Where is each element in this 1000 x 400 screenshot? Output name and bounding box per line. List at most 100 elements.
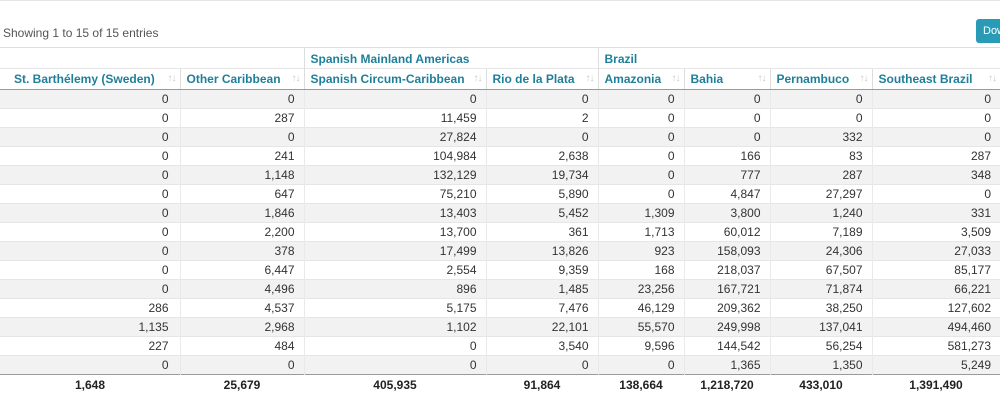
- column-header-pernambuco[interactable]: Pernambuco ↑↓: [769, 68, 872, 90]
- column-header-southeast-brazil[interactable]: Southeast Brazil ↑↓: [871, 68, 1000, 90]
- table-cell: 46,129: [597, 298, 684, 318]
- sort-arrows-icon[interactable]: ↑↓: [859, 73, 869, 84]
- table-row: 0 0 0 0 0 1,365 1,350 5,249: [0, 355, 1000, 375]
- table-cell: 0: [871, 184, 1000, 204]
- table-cell: 5,249: [871, 355, 1000, 375]
- table-cell: 168: [597, 260, 684, 280]
- table-cell: 0: [597, 184, 684, 204]
- table-row: 227 484 0 3,540 9,596 144,542 56,254 581,273: [0, 336, 1000, 356]
- group-header-row: Spanish Mainland Americas Brazil: [0, 47, 1000, 69]
- sort-arrows-icon[interactable]: ↑↓: [167, 73, 177, 84]
- sort-arrows-icon[interactable]: ↑↓: [585, 73, 595, 84]
- table-cell: 777: [683, 165, 770, 185]
- column-header-spanish-circum-caribbean[interactable]: Spanish Circum-Caribbean ↑↓: [303, 68, 486, 90]
- table-row: 0 0 27,824 0 0 0 332 0: [0, 127, 1000, 147]
- table-cell: 67,507: [769, 260, 872, 280]
- table-cell: 0: [0, 127, 180, 147]
- column-header-amazonia[interactable]: Amazonia ↑↓: [597, 68, 684, 90]
- table-cell: 56,254: [769, 336, 872, 356]
- column-header-st-barthelemy[interactable]: St. Barthélemy (Sweden) ↑↓: [0, 68, 180, 90]
- table-cell: 0: [0, 355, 180, 375]
- table-cell: 0: [683, 108, 770, 128]
- group-header-brazil: Brazil: [597, 47, 1000, 69]
- table-cell: 286: [0, 298, 180, 318]
- table-cell: 923: [597, 241, 684, 261]
- table-cell: 137,041: [769, 317, 872, 337]
- table-cell: 0: [683, 127, 770, 147]
- table-cell: 249,998: [683, 317, 770, 337]
- table-cell: 2,968: [179, 317, 304, 337]
- table-cell: 0: [683, 89, 770, 109]
- table-cell: 9,359: [485, 260, 598, 280]
- table-cell: 1,365: [683, 355, 770, 375]
- data-table: Spanish Mainland Americas Brazil St. Bar…: [0, 47, 1000, 395]
- table-info: Showing 1 to 15 of 15 entries: [3, 26, 159, 40]
- table-cell: 1,350: [769, 355, 872, 375]
- table-cell: 331: [871, 203, 1000, 223]
- table-cell: 5,175: [303, 298, 486, 318]
- table-cell: 144,542: [683, 336, 770, 356]
- table-cell: 0: [0, 89, 180, 109]
- sort-arrows-icon[interactable]: ↑↓: [988, 73, 997, 84]
- table-cell: 241: [179, 146, 304, 166]
- table-row: 286 4,537 5,175 7,476 46,129 209,362 38,250 127…: [0, 298, 1000, 318]
- table-row: 0 287 11,459 2 0 0 0 0: [0, 108, 1000, 128]
- table-cell: 0: [0, 241, 180, 261]
- table-cell: 0: [0, 184, 180, 204]
- table-cell: 0: [597, 146, 684, 166]
- table-cell: 2,638: [485, 146, 598, 166]
- table-cell: 209,362: [683, 298, 770, 318]
- table-cell: 1,240: [769, 203, 872, 223]
- table-cell: 0: [179, 89, 304, 109]
- table-cell: 13,700: [303, 222, 486, 242]
- table-cell: 0: [0, 146, 180, 166]
- table-cell: 0: [0, 203, 180, 223]
- top-divider: [0, 0, 1000, 1]
- total-cell: 1,391,490: [872, 374, 1000, 395]
- group-header-spanish-mainland: Spanish Mainland Americas: [303, 47, 598, 69]
- total-cell: 1,648: [0, 374, 180, 395]
- table-cell: 1,485: [485, 279, 598, 299]
- column-header-rio-de-la-plata[interactable]: Rio de la Plata ↑↓: [485, 68, 598, 90]
- total-cell: 25,679: [180, 374, 304, 395]
- table-row: 0 647 75,210 5,890 0 4,847 27,297 0: [0, 184, 1000, 204]
- column-header-label: Southeast Brazil: [878, 72, 973, 86]
- sort-arrows-icon[interactable]: ↑↓: [757, 73, 767, 84]
- table-cell: 0: [303, 336, 486, 356]
- table-row: 0 1,148 132,129 19,734 0 777 287 348: [0, 165, 1000, 185]
- column-header-bahia[interactable]: Bahia ↑↓: [683, 68, 770, 90]
- table-cell: 0: [303, 89, 486, 109]
- table-cell: 19,734: [485, 165, 598, 185]
- table-cell: 3,800: [683, 203, 770, 223]
- data-table-container: Spanish Mainland Americas Brazil St. Bar…: [0, 47, 1000, 400]
- download-button[interactable]: Download: [976, 19, 1000, 43]
- table-cell: 0: [597, 127, 684, 147]
- table-cell: 7,476: [485, 298, 598, 318]
- column-header-label: Rio de la Plata: [492, 72, 575, 86]
- table-cell: 0: [597, 355, 684, 375]
- table-cell: 494,460: [871, 317, 1000, 337]
- table-cell: 85,177: [871, 260, 1000, 280]
- table-cell: 0: [769, 108, 872, 128]
- total-cell: 405,935: [304, 374, 486, 395]
- table-cell: 0: [871, 127, 1000, 147]
- table-cell: 27,824: [303, 127, 486, 147]
- table-row: 1,135 2,968 1,102 22,101 55,570 249,998 137,04…: [0, 317, 1000, 337]
- sort-arrows-icon[interactable]: ↑↓: [473, 73, 483, 84]
- table-cell: 9,596: [597, 336, 684, 356]
- table-cell: 38,250: [769, 298, 872, 318]
- table-cell: 11,459: [303, 108, 486, 128]
- table-row: 0 378 17,499 13,826 923 158,093 24,306 27,033: [0, 241, 1000, 261]
- sort-arrows-icon[interactable]: ↑↓: [291, 73, 301, 84]
- table-cell: 27,033: [871, 241, 1000, 261]
- table-cell: 287: [871, 146, 1000, 166]
- table-cell: 0: [871, 108, 1000, 128]
- table-cell: 218,037: [683, 260, 770, 280]
- table-cell: 66,221: [871, 279, 1000, 299]
- table-cell: 27,297: [769, 184, 872, 204]
- table-cell: 287: [179, 108, 304, 128]
- sort-arrows-icon[interactable]: ↑↓: [671, 73, 681, 84]
- table-cell: 0: [179, 127, 304, 147]
- column-header-other-caribbean[interactable]: Other Caribbean ↑↓: [179, 68, 304, 90]
